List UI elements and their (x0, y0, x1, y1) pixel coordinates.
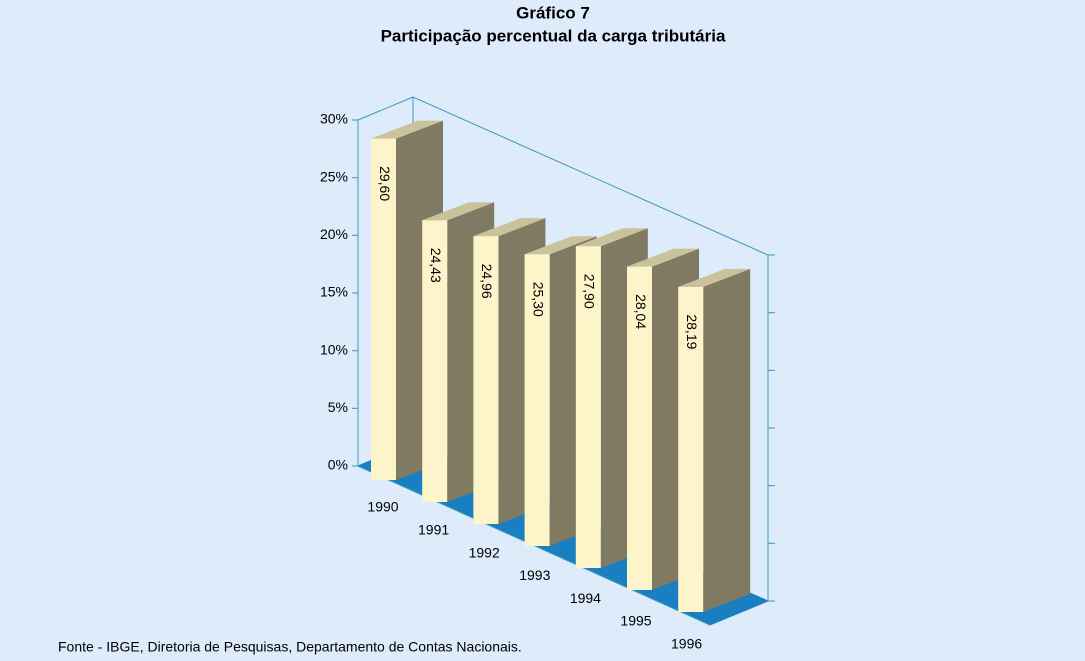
x-tick-label: 1993 (519, 567, 550, 583)
bar (524, 254, 550, 546)
chart-subtitle: Participação percentual da carga tributá… (381, 26, 726, 45)
bar (575, 246, 601, 568)
value-label: 29,60 (377, 166, 393, 201)
bar (473, 236, 499, 525)
y-tick-label: 0% (328, 457, 348, 473)
y-tick-label: 25% (320, 168, 348, 184)
bar-top (422, 202, 495, 221)
bar-top (575, 228, 648, 247)
y-tick-label: 5% (328, 399, 348, 415)
x-tick-label: 1992 (469, 544, 500, 560)
value-label: 24,43 (428, 248, 444, 283)
bar (422, 220, 448, 502)
y-tick-label: 10% (320, 341, 348, 357)
x-tick-label: 1991 (418, 522, 449, 538)
source-note: Fonte - IBGE, Diretoria de Pesquisas, De… (58, 639, 522, 655)
x-tick-label: 1996 (671, 636, 702, 652)
bar-top (371, 120, 443, 139)
bar (371, 138, 396, 480)
x-tick-label: 1990 (367, 499, 398, 515)
value-label: 28,19 (684, 314, 700, 349)
bar (678, 286, 704, 612)
wall-edge (357, 96, 414, 121)
value-label: 24,96 (479, 264, 495, 299)
value-label: 27,90 (582, 274, 598, 309)
bar-top (473, 218, 546, 237)
bar-side (703, 268, 751, 612)
bar-top (524, 236, 597, 255)
value-label: 28,04 (633, 294, 649, 329)
bar (627, 266, 652, 590)
bar-top (627, 248, 699, 267)
y-tick-label: 15% (320, 284, 348, 300)
y-tick-label: 30% (320, 111, 348, 127)
value-label: 25,30 (530, 282, 546, 317)
chart-title: Gráfico 7 (516, 3, 590, 22)
x-tick-label: 1994 (570, 590, 601, 606)
bar-top (678, 268, 751, 287)
y-tick-label: 20% (320, 226, 348, 242)
x-tick-label: 1995 (620, 613, 651, 629)
